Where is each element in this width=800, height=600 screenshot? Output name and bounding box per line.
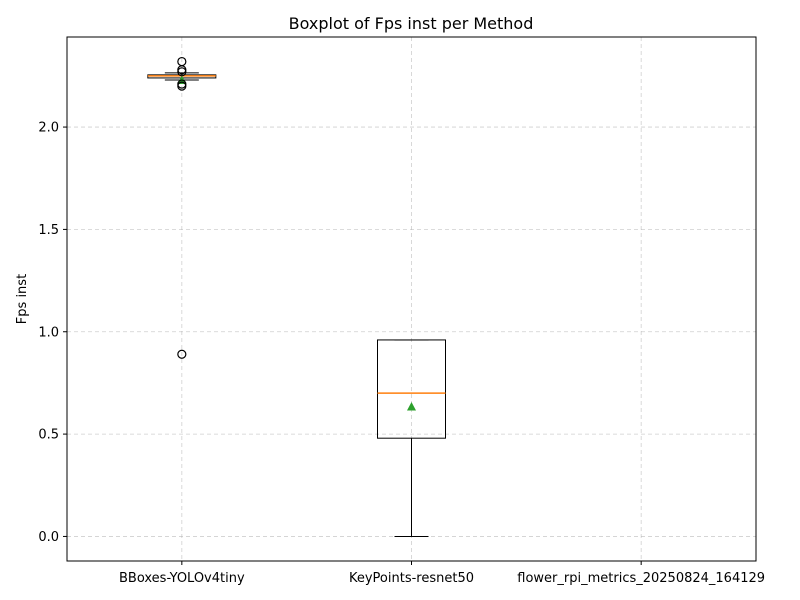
mean-marker — [407, 401, 416, 411]
x-tick-label: flower_rpi_metrics_20250824_164129 — [517, 571, 765, 586]
y-tick-label: 0.5 — [38, 428, 59, 443]
outlier-point — [177, 349, 187, 359]
iqr-box — [377, 339, 446, 439]
y-tick-label: 1.0 — [38, 325, 59, 340]
y-axis-label: Fps inst — [15, 274, 30, 324]
axes: 0.0 0.5 1.0 1.5 2.0 BBoxes-YOLOv4tiny KeyPoint… — [38, 121, 765, 586]
box-KeyPoints-resnet50 — [377, 339, 446, 537]
outlier-point — [177, 67, 187, 77]
y-tick-label: 1.5 — [38, 223, 59, 238]
box-BBoxes-YOLOv4tiny — [147, 56, 217, 359]
y-tick-label: 2.0 — [38, 121, 59, 136]
outlier-point — [177, 81, 187, 91]
y-tick-label: 0.0 — [38, 530, 59, 545]
x-tick-label: KeyPoints-resnet50 — [349, 571, 474, 586]
plot-area — [147, 56, 446, 537]
x-tick-label: BBoxes-YOLOv4tiny — [119, 571, 245, 586]
grid — [67, 37, 756, 561]
axes-frame — [66, 36, 757, 562]
chart-title: Boxplot of Fps inst per Method — [289, 14, 534, 33]
